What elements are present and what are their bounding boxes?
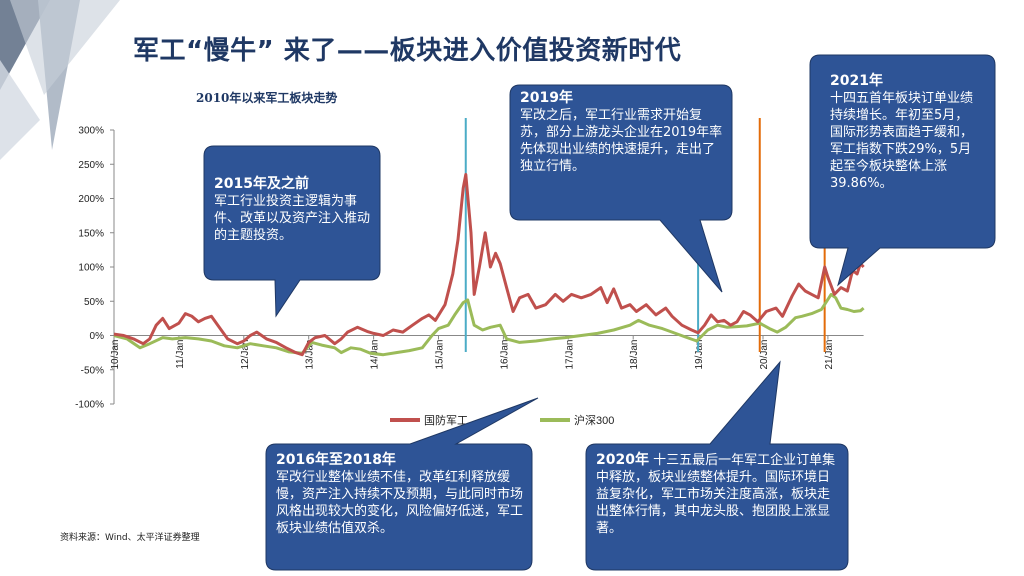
series-line — [113, 292, 865, 357]
x-tick-label: 17/Jan — [564, 340, 575, 370]
callout-2015-body: 军工行业投资主逻辑为事件、改革以及资产注入推动的主题投资。 — [214, 194, 371, 243]
callout-2019-head: 2019年 — [520, 90, 573, 106]
legend-label: 沪深300 — [574, 413, 614, 427]
x-tick-label: 15/Jan — [435, 340, 446, 370]
callout-2021-body: 十四五首年板块订单业绩持续增长。年初至5月，国际形势表面趋于缓和，军工指数下跌2… — [830, 91, 974, 191]
callout-2016-shape — [265, 397, 539, 571]
y-tick-label: 200% — [78, 194, 104, 205]
y-tick-label: 0% — [90, 331, 105, 342]
legend-label: 国防军工 — [424, 413, 468, 427]
x-tick-label: 10/Jan — [110, 340, 121, 370]
callout-2020-shape — [585, 360, 849, 571]
callout-2019-body: 军改之后，军工行业需求开始复苏，部分上游龙头企业在2019年率先体现出业绩的快速… — [520, 108, 723, 174]
callout-2020-body: 十三五最后一年军工企业订单集中释放，板块业绩整体提升。国际环境日益复杂化，军工市… — [596, 453, 836, 536]
chart-title: 2010年以来军工板块走势 — [196, 91, 338, 105]
decorative-triangles — [0, 0, 120, 160]
x-tick-label: 19/Jan — [694, 340, 705, 370]
y-tick-label: 50% — [84, 297, 104, 308]
y-tick-label: -50% — [81, 365, 104, 376]
x-tick-label: 13/Jan — [305, 340, 316, 370]
y-tick-label: 250% — [78, 160, 104, 171]
x-tick-label: 12/Jan — [240, 340, 251, 370]
x-tick-label: 20/Jan — [759, 340, 770, 370]
callout-2015: 2015年及之前 军工行业投资主逻辑为事件、改革以及资产注入推动的主题投资。 — [214, 176, 380, 244]
callout-2015-head: 2015年及之前 — [214, 176, 309, 192]
source-note: 资料来源：Wind、太平洋证券整理 — [60, 533, 200, 543]
y-tick-label: 300% — [78, 126, 104, 137]
y-tick-label: -100% — [75, 400, 104, 411]
callout-2016-head: 2016年至2018年 — [276, 452, 396, 468]
callout-2021: 2021年 十四五首年板块订单业绩持续增长。年初至5月，国际形势表面趋于缓和，军… — [830, 73, 978, 192]
y-tick-label: 100% — [78, 263, 104, 274]
series-line — [113, 173, 865, 357]
page-title: 军工“慢牛” 来了——板块进入价值投资新时代 — [133, 36, 682, 66]
x-tick-label: 18/Jan — [629, 340, 640, 370]
x-tick-label: 11/Jan — [175, 340, 186, 369]
callout-2015-shape — [203, 145, 381, 318]
callout-2016-body: 军改行业整体业绩不佳，改革红利释放缓慢，资产注入持续不及预期，与此同时市场风格出… — [276, 470, 524, 536]
callout-2021-shape — [809, 54, 996, 287]
callout-2020-head: 2020年 — [596, 452, 649, 468]
callout-2016: 2016年至2018年 军改行业整体业绩不佳，改革红利释放缓慢，资产注入持续不及… — [276, 452, 526, 537]
callout-2019-shape — [509, 84, 733, 293]
callout-2019: 2019年 军改之后，军工行业需求开始复苏，部分上游龙头企业在2019年率先体现… — [520, 90, 726, 175]
x-tick-label: 16/Jan — [499, 340, 510, 370]
callout-2020: 2020年 十三五最后一年军工企业订单集中释放，板块业绩整体提升。国际环境日益复… — [596, 452, 842, 537]
y-tick-label: 150% — [78, 228, 104, 239]
callout-2021-head: 2021年 — [830, 73, 883, 89]
x-tick-label: 21/Jan — [824, 340, 835, 370]
